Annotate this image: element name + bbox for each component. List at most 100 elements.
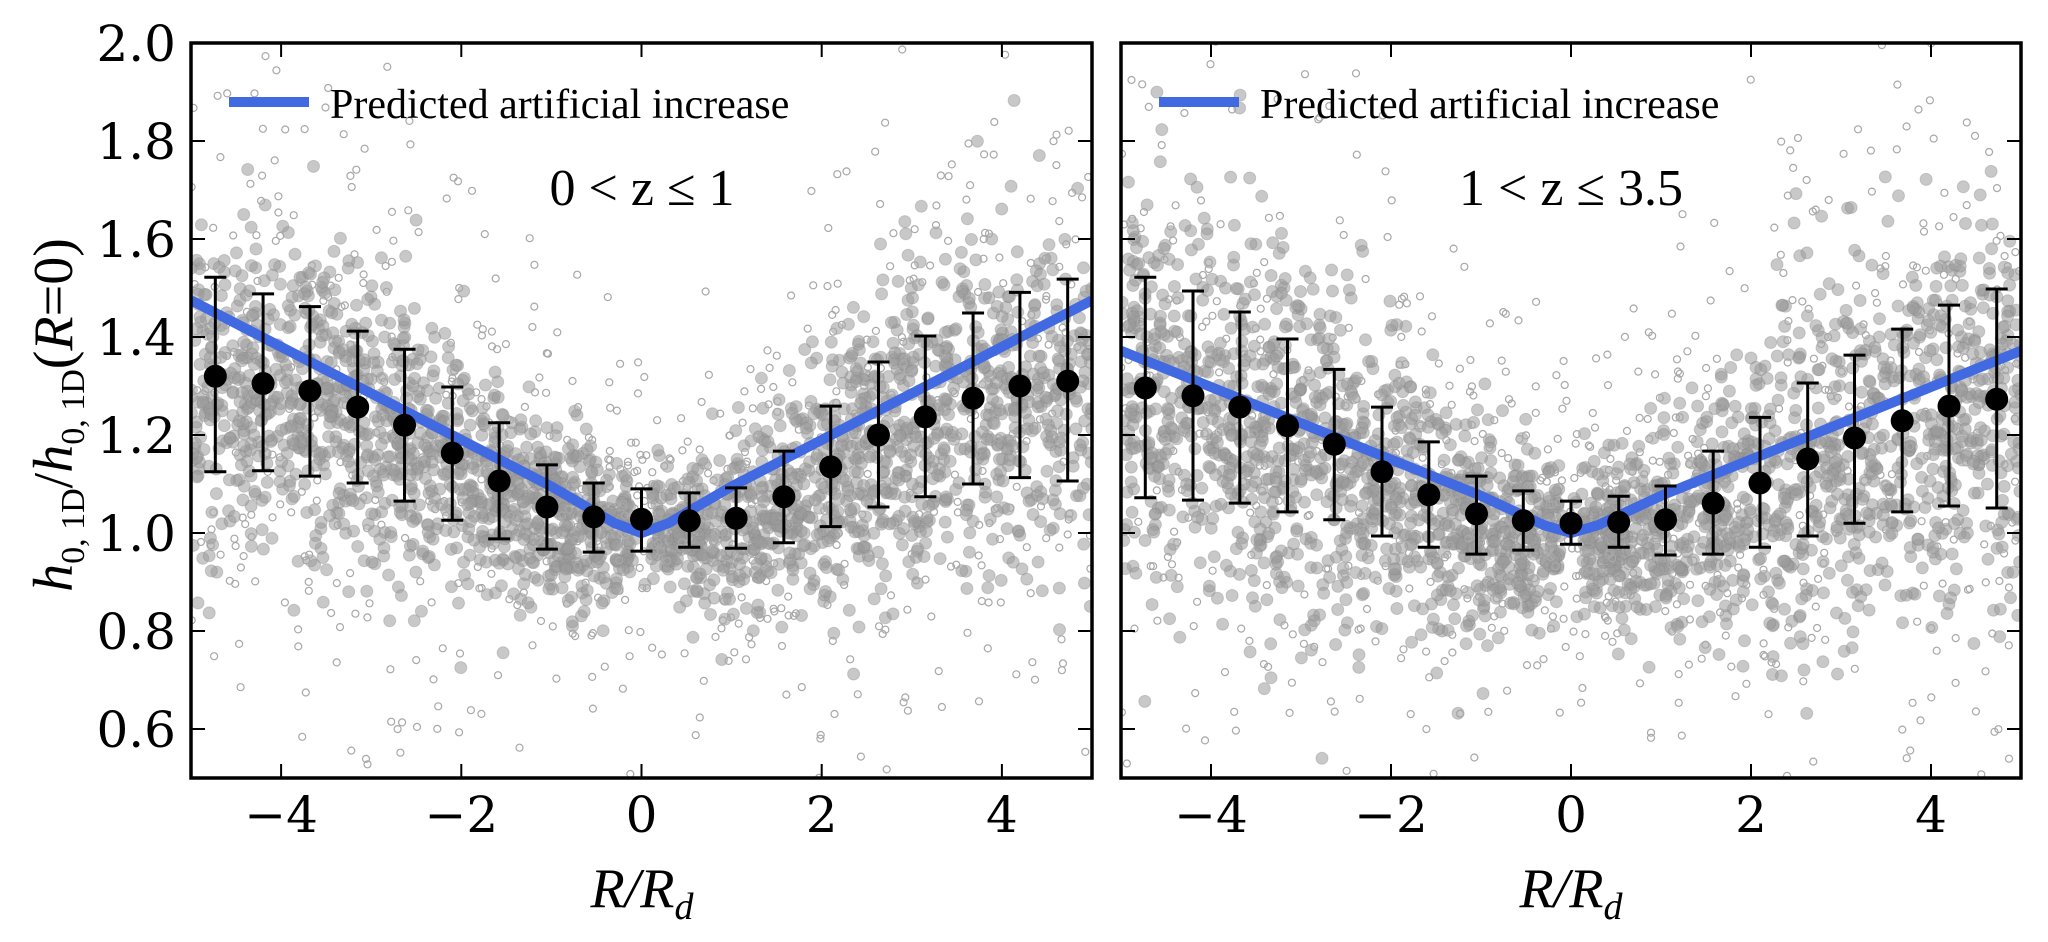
scatter-point <box>342 585 356 599</box>
data-marker <box>203 364 227 388</box>
scatter-point <box>472 388 481 397</box>
scatter-point <box>992 503 1002 512</box>
scatter-point <box>1777 491 1791 505</box>
scatter-point <box>450 366 459 375</box>
errorbar-point <box>677 491 701 549</box>
scatter-point <box>191 322 203 336</box>
scatter-point <box>432 440 441 450</box>
scatter-point <box>823 373 837 387</box>
scatter-point <box>1326 284 1339 298</box>
scatter-point <box>673 600 687 614</box>
scatter-point <box>689 571 703 585</box>
x-axis-label: R/Rd <box>590 858 695 928</box>
scatter-point <box>962 291 976 305</box>
scatter-point <box>1844 201 1858 214</box>
scatter-point <box>515 743 524 752</box>
scatter-point <box>791 609 801 618</box>
scatter-point <box>1338 623 1352 637</box>
scatter-point <box>1549 595 1563 609</box>
scatter-point <box>1800 246 1814 260</box>
scatter-point <box>647 501 656 510</box>
scatter-point <box>346 340 355 349</box>
scatter-point <box>1644 401 1658 415</box>
scatter-point <box>723 464 732 473</box>
scatter-point <box>947 160 956 169</box>
scatter-point <box>316 551 330 564</box>
scatter-point <box>383 62 392 71</box>
scatter-point <box>1770 349 1784 363</box>
scatter-point <box>648 643 657 652</box>
scatter-point <box>610 538 623 552</box>
scatter-point <box>1980 477 1994 491</box>
scatter-point <box>762 576 771 586</box>
scatter-point <box>1792 326 1806 340</box>
scatter-point <box>548 622 557 631</box>
scatter-point <box>1997 479 2011 493</box>
scatter-point <box>875 557 889 571</box>
scatter-point <box>1042 292 1051 301</box>
scatter-point <box>960 212 974 226</box>
scatter-point <box>1010 245 1024 259</box>
scatter-point <box>1951 323 1965 337</box>
scatter-point <box>1352 660 1366 674</box>
scatter-point <box>965 181 975 190</box>
scatter-point <box>433 724 442 734</box>
scatter-point <box>477 395 486 404</box>
scatter-point <box>1892 189 1905 203</box>
scatter-point <box>905 456 914 465</box>
scatter-point <box>715 653 729 666</box>
errorbar-point <box>630 487 653 553</box>
scatter-point <box>600 662 609 671</box>
scatter-point <box>493 345 502 354</box>
errorbar-point <box>772 449 796 545</box>
scatter-point <box>445 580 458 594</box>
scatter-point <box>1255 189 1269 203</box>
scatter-point <box>2004 591 2017 605</box>
scatter-point <box>442 194 451 203</box>
scatter-point <box>304 586 313 595</box>
scatter-point <box>241 519 250 529</box>
scatter-point <box>477 417 491 431</box>
data-marker <box>913 405 937 429</box>
scatter-point <box>804 356 818 370</box>
scatter-point <box>312 496 321 505</box>
scatter-point <box>566 470 580 484</box>
scatter-point <box>596 624 610 638</box>
scatter-point <box>918 278 927 287</box>
scatter-point <box>995 534 1005 544</box>
scatter-point <box>897 522 910 535</box>
scatter-point <box>571 449 585 463</box>
scatter-point <box>1813 287 1827 301</box>
scatter-point <box>1227 218 1241 232</box>
scatter-point <box>942 408 956 422</box>
scatter-point <box>828 310 837 319</box>
scatter-point <box>901 248 915 262</box>
scatter-point <box>725 431 734 440</box>
scatter-point <box>669 482 678 491</box>
scatter-point <box>253 276 262 286</box>
scatter-point <box>695 713 704 722</box>
scatter-point <box>1291 579 1305 593</box>
scatter-point <box>760 424 774 438</box>
scatter-point <box>437 468 446 477</box>
scatter-point <box>595 596 609 610</box>
scatter-point <box>521 596 535 610</box>
scatter-point <box>863 363 872 372</box>
scatter-point <box>420 384 434 397</box>
y-tick-label: 1.4 <box>96 309 176 367</box>
scatter-point <box>316 595 330 609</box>
scatter-point <box>931 468 945 482</box>
scatter-point <box>378 330 392 344</box>
scatter-point <box>411 390 425 404</box>
scatter-point <box>249 242 263 256</box>
scatter-point <box>425 497 434 506</box>
scatter-point <box>1145 598 1159 611</box>
scatter-point <box>921 311 935 325</box>
scatter-point <box>769 473 783 487</box>
scatter-point <box>276 500 285 509</box>
errorbar-point <box>487 421 511 541</box>
scatter-point <box>788 412 802 426</box>
scatter-point <box>222 351 232 361</box>
scatter-point <box>1170 432 1184 446</box>
scatter-point <box>711 632 720 642</box>
